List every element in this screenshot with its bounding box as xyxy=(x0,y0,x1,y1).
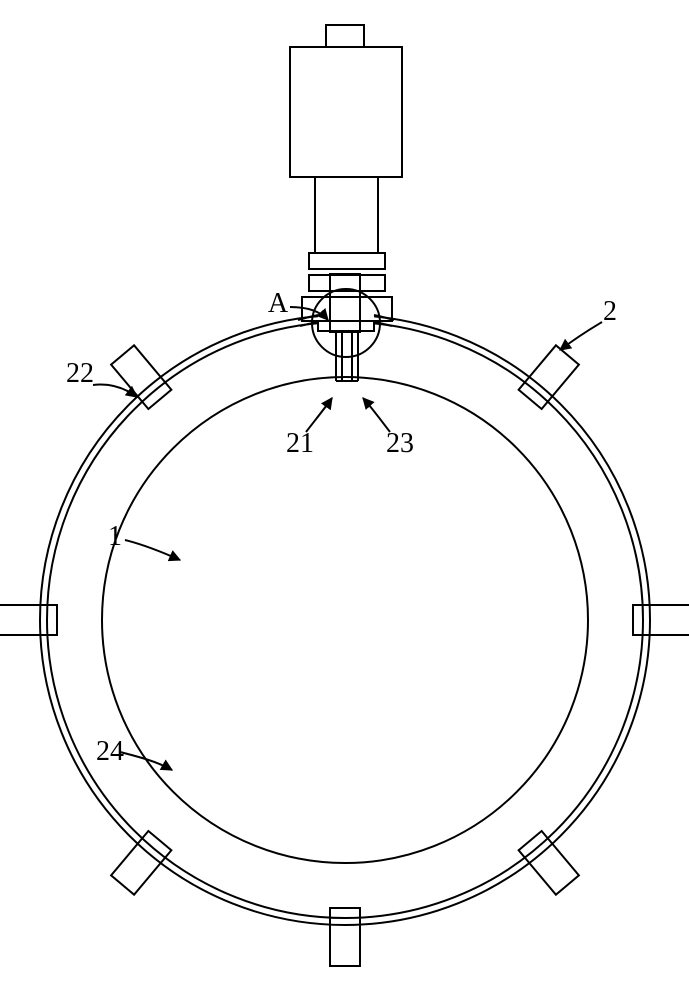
leader-l23 xyxy=(363,398,390,432)
label-l23: 23 xyxy=(386,428,414,459)
outer-ring-outer xyxy=(40,315,650,925)
label-A: A xyxy=(268,288,289,319)
ring-tab xyxy=(633,605,689,635)
leader-l21 xyxy=(306,398,332,432)
ring-tab xyxy=(0,605,57,635)
inner-circle xyxy=(102,377,588,863)
ring-tab xyxy=(519,831,579,895)
label-l1: 1 xyxy=(108,521,122,552)
leader-l2 xyxy=(560,322,602,350)
leader-l1 xyxy=(125,540,180,560)
label-l22: 22 xyxy=(66,358,94,389)
ring-tab xyxy=(111,345,171,409)
motor-body xyxy=(290,47,402,177)
ring-tab xyxy=(330,908,360,966)
label-l21: 21 xyxy=(286,428,314,459)
outer-ring-inner xyxy=(47,322,643,918)
coupling-plate-1 xyxy=(309,253,385,269)
diagram-canvas: A2222123124 xyxy=(0,0,689,1000)
label-l2: 2 xyxy=(603,296,617,327)
ring-tab xyxy=(111,831,171,895)
motor-cap xyxy=(326,25,364,47)
label-l24: 24 xyxy=(96,736,124,767)
ring-tab xyxy=(519,345,579,409)
